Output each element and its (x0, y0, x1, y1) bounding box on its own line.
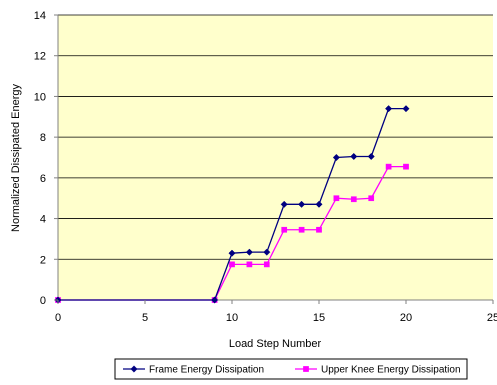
data-point (263, 261, 270, 268)
y-tick-label: 2 (40, 254, 46, 266)
legend-item: Frame Energy Dissipation (123, 365, 264, 376)
y-tick-label: 14 (34, 10, 46, 22)
legend: Frame Energy Dissipation Upper Knee Energ… (114, 358, 468, 380)
data-point (281, 226, 288, 233)
data-point (316, 226, 322, 233)
legend-swatch-marker (130, 365, 138, 373)
data-point (350, 152, 358, 161)
x-tick-label: 15 (313, 312, 325, 324)
legend-label: Upper Knee Energy Dissipation (321, 365, 461, 376)
data-point (229, 261, 235, 268)
data-point (246, 261, 253, 268)
y-tick-label: 10 (34, 91, 46, 103)
data-point (280, 200, 288, 208)
data-point (403, 163, 409, 170)
legend-box (114, 358, 468, 380)
legend-label: Frame Energy Dissipation (149, 365, 264, 376)
series-1 (54, 105, 410, 304)
y-tick-labels: 0 2 4 6 8 10 12 14 (34, 10, 58, 307)
data-point (211, 296, 219, 304)
x-tick-label: 25 (487, 312, 497, 324)
data-point (368, 195, 375, 202)
y-tick-label: 4 (40, 214, 46, 226)
data-point (298, 226, 305, 233)
legend-item: Upper Knee Energy Dissipation (295, 365, 461, 376)
data-point (228, 249, 236, 257)
x-tick-label: 5 (142, 312, 148, 324)
data-point (332, 153, 340, 162)
legend-swatch-marker (303, 366, 309, 372)
data-point (367, 152, 375, 161)
data-point (298, 200, 306, 208)
data-point (385, 163, 392, 170)
x-tick-label: 0 (55, 312, 61, 324)
data-point (385, 105, 393, 113)
data-point (333, 195, 340, 202)
x-tick-label: 20 (400, 312, 412, 324)
plot-background (58, 15, 493, 300)
data-point (402, 105, 410, 113)
plot-area (54, 14, 493, 304)
x-axis-title: Load Step Number (229, 338, 322, 350)
data-point (245, 248, 253, 256)
x-tick-label: 10 (226, 312, 238, 324)
y-tick-label: 6 (40, 173, 46, 185)
y-axis-title: Normalized Dissipated Energy (10, 84, 22, 232)
y-tick-label: 8 (40, 132, 46, 144)
y-tick-label: 0 (40, 295, 46, 307)
y-tick-label: 12 (34, 51, 46, 63)
data-point (315, 200, 323, 208)
data-point (263, 248, 271, 256)
data-point (350, 196, 357, 203)
x-tick-labels: 0 5 10 15 20 25 (55, 300, 497, 324)
